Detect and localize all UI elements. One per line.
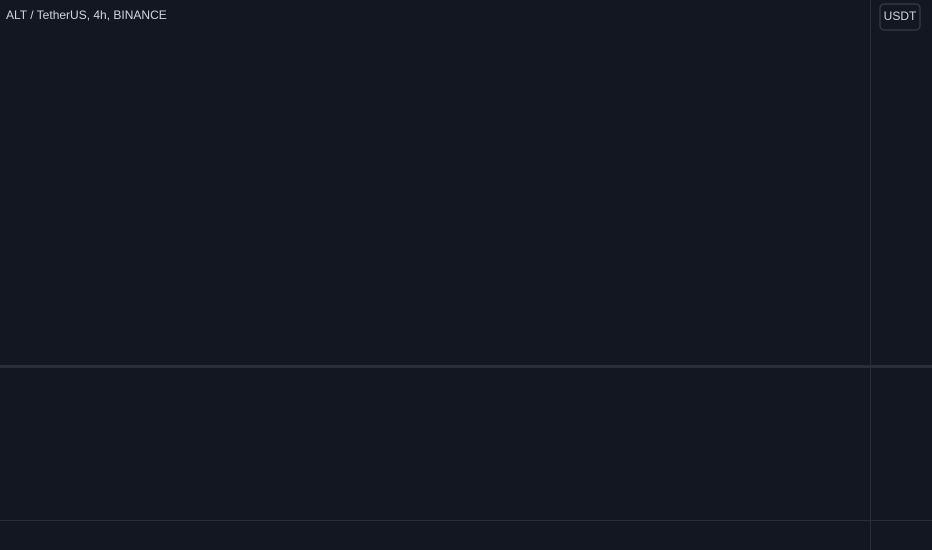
currency-button[interactable]: [879, 3, 921, 31]
symbol-title: ALT / TetherUS, 4h, BINANCE: [6, 8, 167, 22]
currency-label[interactable]: USDT: [884, 9, 917, 23]
